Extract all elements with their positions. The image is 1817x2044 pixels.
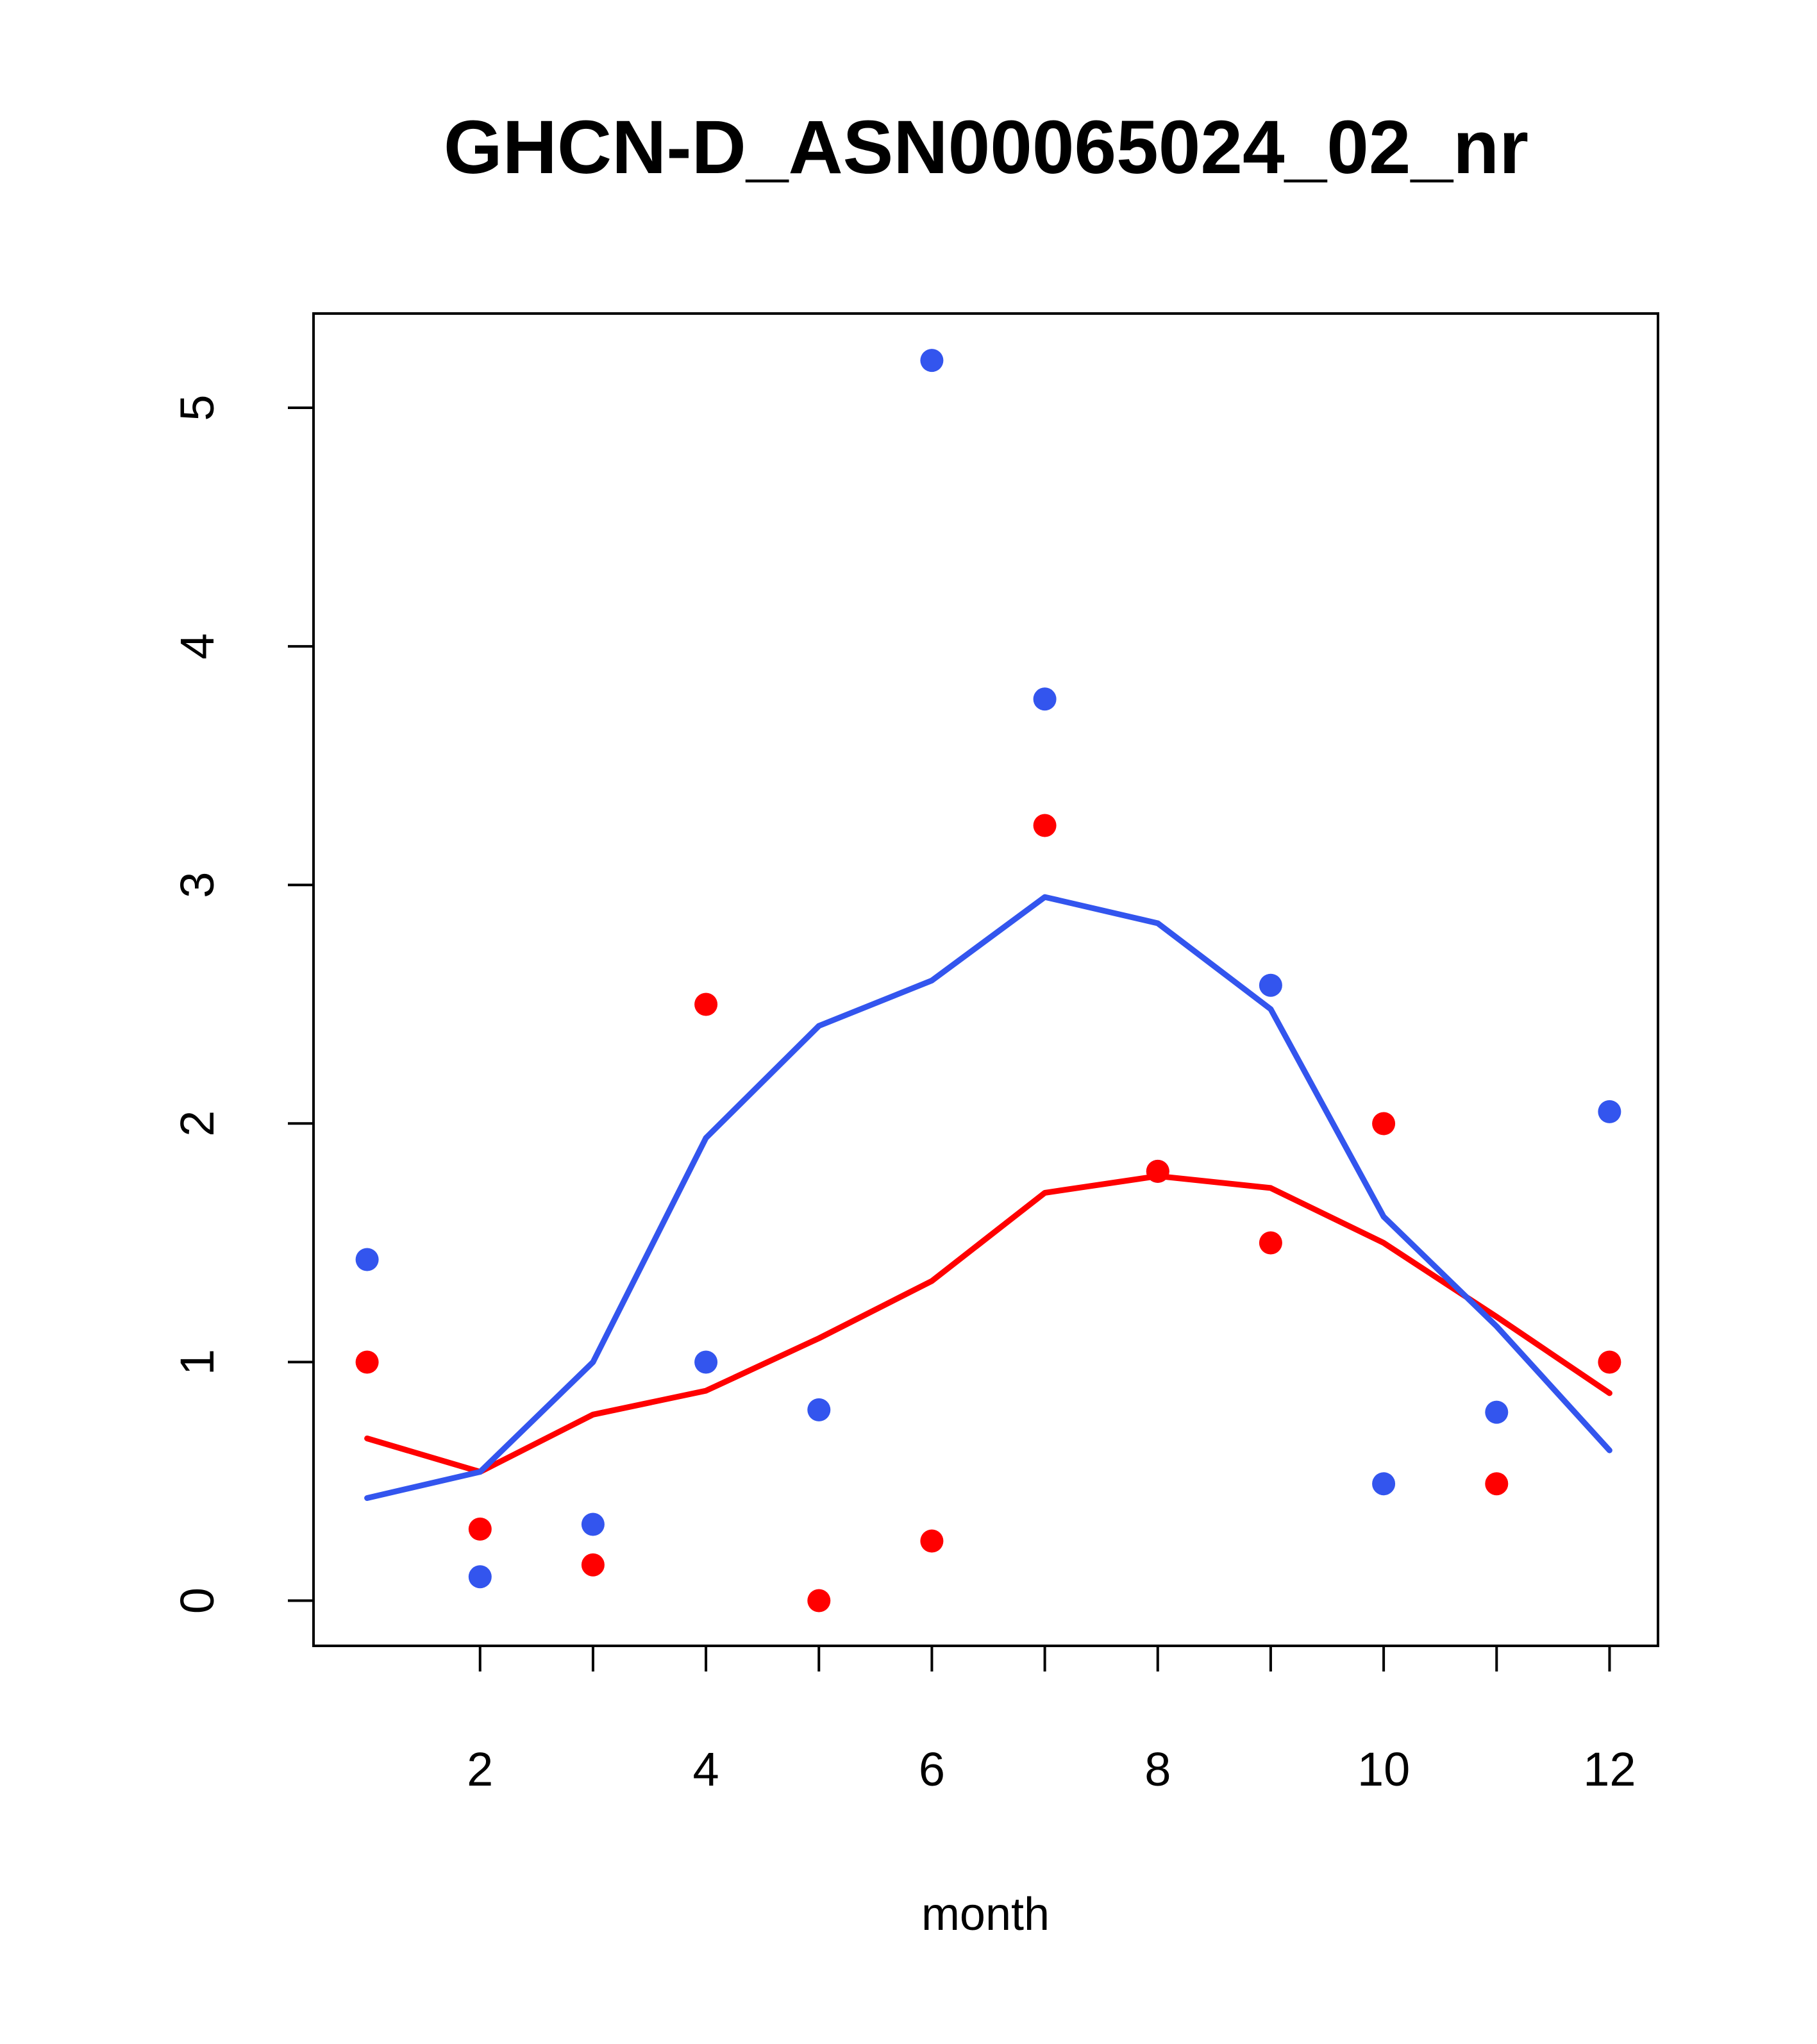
svg-text:12: 12 (1583, 1743, 1636, 1796)
svg-text:4: 4 (693, 1743, 719, 1796)
svg-text:1: 1 (171, 1349, 224, 1375)
svg-text:10: 10 (1357, 1743, 1410, 1796)
svg-text:4: 4 (171, 633, 224, 660)
svg-text:8: 8 (1144, 1743, 1171, 1796)
svg-text:month: month (921, 1889, 1050, 1940)
svg-text:0: 0 (171, 1587, 224, 1614)
svg-text:5: 5 (171, 394, 224, 421)
svg-text:2: 2 (171, 1110, 224, 1137)
svg-text:GHCN-D_ASN00065024_02_nr: GHCN-D_ASN00065024_02_nr (444, 105, 1528, 190)
svg-text:2: 2 (467, 1743, 493, 1796)
svg-text:6: 6 (919, 1743, 945, 1796)
svg-text:3: 3 (171, 872, 224, 898)
